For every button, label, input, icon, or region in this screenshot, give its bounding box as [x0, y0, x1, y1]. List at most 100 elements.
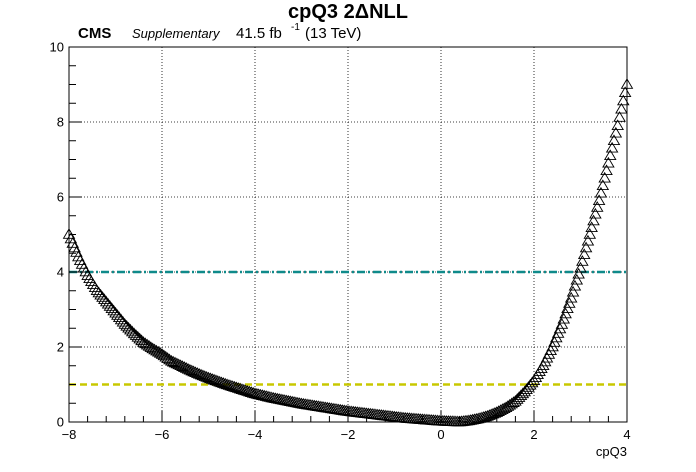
- data-point-triangle: [101, 297, 115, 309]
- data-point-triangle: [525, 376, 539, 388]
- data-point-triangle: [559, 307, 572, 319]
- data-point-triangle: [241, 385, 254, 396]
- data-point-triangle: [207, 373, 221, 385]
- data-point-triangle: [94, 288, 107, 300]
- data-point-triangle: [68, 241, 81, 253]
- data-point-triangle: [237, 383, 251, 395]
- data-point-triangle: [172, 358, 186, 370]
- data-point-triangle: [211, 375, 225, 386]
- data-point-triangle: [600, 164, 613, 176]
- data-point-triangle: [230, 381, 243, 393]
- data-point-triangle: [114, 313, 128, 325]
- data-point-triangle: [570, 273, 584, 285]
- data-point-triangle: [187, 365, 200, 377]
- data-point-triangle: [90, 284, 104, 296]
- data-point-triangle: [103, 300, 117, 311]
- data-point-triangle: [105, 302, 119, 314]
- data-point-triangle: [602, 156, 615, 168]
- x-tick-label: −4: [248, 427, 263, 442]
- data-point-triangle: [209, 374, 223, 386]
- data-point-triangle: [611, 119, 624, 131]
- data-point-triangle: [194, 368, 208, 380]
- data-point-triangle: [215, 376, 228, 388]
- data-point-triangle: [165, 354, 178, 366]
- data-point-triangle: [196, 369, 210, 381]
- data-point-triangle: [185, 364, 199, 376]
- x-tick-label: −2: [341, 427, 356, 442]
- luminosity-label: 41.5 fb: [236, 25, 282, 42]
- data-point-triangle: [587, 214, 600, 226]
- data-point-triangle: [583, 228, 597, 239]
- data-point-triangle: [509, 394, 522, 406]
- data-point-triangle: [244, 386, 258, 397]
- data-point-triangle: [192, 367, 206, 379]
- data-point-triangle: [618, 86, 632, 98]
- data-point-triangle: [191, 367, 204, 378]
- data-point-triangle: [555, 318, 569, 329]
- data-point-triangle: [116, 315, 130, 327]
- data-point-triangle: [596, 179, 610, 191]
- data-point-triangle: [168, 356, 182, 368]
- y-tick-label: 0: [57, 415, 64, 430]
- y-tick-label: 6: [57, 190, 64, 205]
- data-point-triangle: [205, 373, 219, 384]
- y-axis: 0 2 4 6 8 10: [50, 40, 82, 430]
- chart-title: cpQ3 2ΔNLL: [288, 1, 408, 23]
- data-point-triangle: [109, 306, 122, 318]
- data-point-triangle: [613, 111, 626, 122]
- data-point-triangle: [92, 286, 106, 298]
- x-tick-label: 2: [530, 427, 537, 442]
- x-axis-title: cpQ3: [596, 444, 627, 459]
- data-point-triangle: [246, 386, 260, 398]
- data-point-triangle: [243, 385, 256, 397]
- data-point-triangle: [516, 387, 530, 399]
- data-point-triangle: [218, 377, 232, 389]
- data-point-triangle: [70, 246, 83, 257]
- data-point-triangle: [585, 221, 598, 233]
- data-point-triangle: [579, 241, 593, 253]
- data-point-triangle: [503, 398, 517, 410]
- data-point-triangle: [576, 255, 589, 266]
- data-point-triangle: [166, 355, 180, 367]
- data-point-triangle: [574, 261, 587, 273]
- x-tick-label: −6: [155, 427, 170, 442]
- data-point-triangle: [568, 279, 582, 291]
- data-point-triangle: [98, 293, 111, 305]
- data-point-triangle: [231, 382, 245, 393]
- data-point-triangle: [233, 382, 247, 394]
- data-point-triangle: [64, 232, 78, 244]
- supplementary-label: Supplementary: [132, 26, 221, 41]
- data-point-triangle: [202, 371, 215, 383]
- data-point-triangle: [99, 295, 113, 307]
- data-point-triangle: [512, 391, 526, 402]
- data-point-triangle: [204, 372, 217, 384]
- x-tick-label: −8: [62, 427, 77, 442]
- data-markers: [62, 78, 634, 427]
- data-point-triangle: [189, 366, 202, 378]
- y-tick-label: 10: [50, 40, 64, 55]
- data-point-triangle: [112, 311, 126, 323]
- data-point-triangle: [66, 237, 80, 248]
- data-point-triangle: [200, 370, 213, 382]
- data-point-triangle: [224, 379, 238, 391]
- data-point-triangle: [616, 94, 630, 106]
- y-tick-label: 8: [57, 115, 64, 130]
- data-point-triangle: [510, 393, 524, 404]
- data-point-triangle: [235, 383, 249, 394]
- luminosity-exponent: -1: [291, 22, 300, 33]
- y-tick-label: 2: [57, 340, 64, 355]
- data-point-triangle: [564, 291, 578, 303]
- x-tick-label: 4: [623, 427, 630, 442]
- data-point-triangle: [598, 171, 611, 183]
- data-point-triangle: [615, 102, 628, 114]
- data-point-triangle: [603, 149, 617, 161]
- data-point-triangle: [607, 134, 621, 146]
- data-point-triangle: [239, 384, 252, 396]
- data-point-triangle: [494, 404, 507, 415]
- data-point-triangle: [590, 201, 604, 212]
- y-tick-label: 4: [57, 265, 64, 280]
- data-point-triangle: [178, 361, 191, 372]
- data-point-triangle: [561, 302, 574, 314]
- data-point-triangle: [96, 291, 109, 302]
